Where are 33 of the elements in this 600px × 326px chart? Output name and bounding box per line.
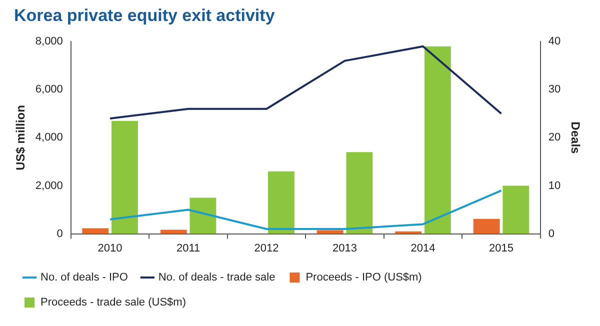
bar (160, 230, 187, 234)
bar (190, 198, 216, 234)
y2-tick-label: 20 (548, 132, 561, 144)
x-tick-label: 2013 (332, 242, 358, 254)
legend-label: No. of deals - IPO (40, 272, 128, 284)
y-tick-label: 0 (56, 228, 63, 240)
legend-label: Proceeds - IPO (US$m) (306, 272, 422, 284)
bar (112, 120, 138, 234)
y-tick-label: 6,000 (35, 84, 63, 96)
y2-tick-label: 30 (548, 84, 561, 96)
y-tick-label: 2,000 (35, 180, 63, 192)
y-axis-title: US$ million (14, 105, 28, 170)
x-tick-label: 2014 (410, 242, 436, 254)
bar (82, 228, 109, 234)
y2-tick-label: 10 (548, 180, 561, 192)
y2-axis-title: Deals (568, 122, 582, 154)
x-tick-label: 2012 (254, 242, 279, 254)
y2-tick-label: 40 (548, 36, 561, 48)
x-tick-label: 2015 (489, 242, 514, 254)
x-tick-label: 2010 (98, 242, 122, 254)
bar (268, 171, 294, 234)
legend-label: Proceeds - trade sale (US$m) (40, 296, 186, 309)
bar (424, 46, 451, 234)
y-tick-label: 4,000 (35, 132, 63, 144)
x-tick-label: 2011 (176, 242, 200, 254)
y-tick-label: 8,000 (35, 36, 63, 48)
bar (473, 218, 500, 234)
bar (502, 186, 530, 234)
legend-label: No. of deals - trade sale (158, 272, 276, 284)
y2-tick-label: 0 (548, 228, 554, 240)
bar (346, 152, 373, 234)
chart-title: Korea private equity exit activity (14, 6, 275, 26)
bar (316, 230, 344, 234)
